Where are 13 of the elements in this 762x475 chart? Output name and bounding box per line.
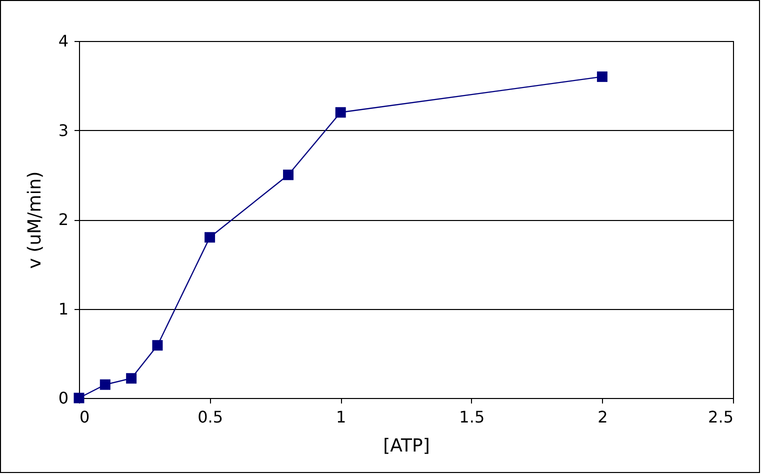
y-tick-label: 3 [58, 120, 68, 140]
x-tick-label: 0 [80, 408, 90, 426]
y-tick-label: 4 [58, 32, 68, 50]
y-tick-label: 1 [58, 299, 68, 318]
y-tick-label: 0 [58, 388, 68, 408]
x-tick-label: 1.5 [459, 408, 485, 426]
x-tick-label: 2.5 [708, 408, 734, 426]
x-tick-label: 0.5 [198, 408, 224, 426]
y-tick-label: 2 [58, 210, 68, 229]
y-axis-title: v (uM/min) [24, 171, 46, 269]
x-axis-title: [ATP] [383, 436, 430, 456]
x-tick-label: 2 [598, 408, 608, 426]
x-tick-label: 1 [336, 408, 346, 426]
